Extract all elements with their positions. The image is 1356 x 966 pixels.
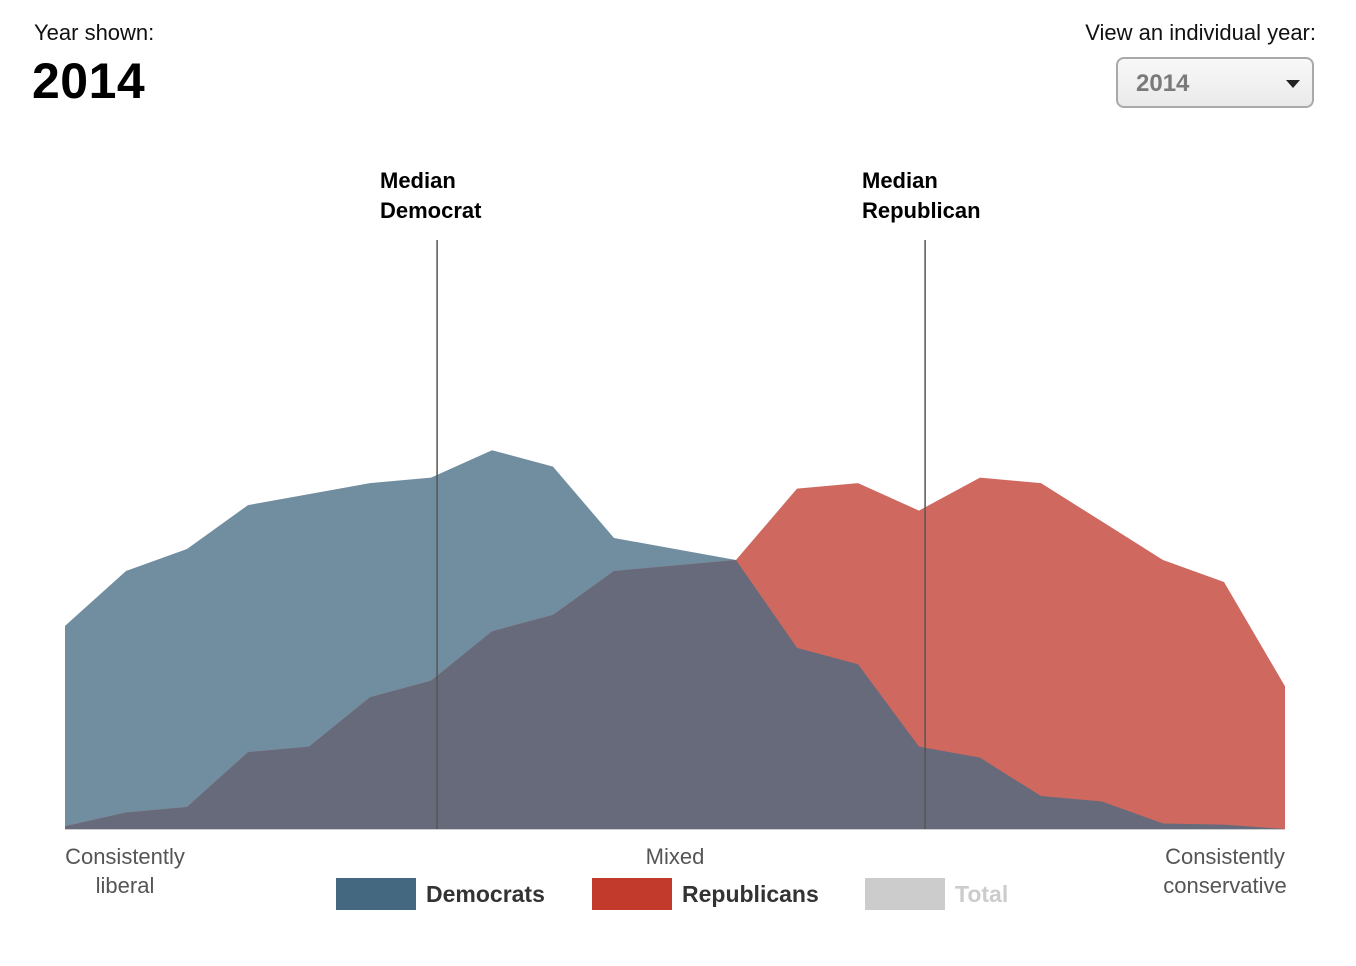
axis-label-mixed: Mixed (645, 844, 705, 869)
median-democrat-label: Median Democrat (380, 166, 481, 226)
legend-republicans-label: Republicans (682, 881, 819, 907)
axis-label-liberal-line1: Consistently (65, 844, 185, 869)
overlap-area (65, 559, 1285, 829)
caret-down-icon (1286, 80, 1300, 88)
legend-total-label: Total (955, 881, 1009, 907)
median-republican-label: Median Republican (862, 166, 981, 226)
year-select-value: 2014 (1136, 70, 1190, 97)
legend-democrats-swatch (336, 878, 416, 910)
axis-label-conservative-line1: Consistently (1165, 844, 1285, 869)
axis-label-conservative-line2: conservative (1163, 873, 1287, 898)
legend-total-swatch (865, 878, 945, 910)
view-year-label: View an individual year: (1085, 20, 1316, 45)
median-republican-label-line1: Median (862, 168, 938, 193)
axis-label-liberal: Consistently liberal (45, 842, 205, 900)
legend-democrats-label: Democrats (426, 881, 545, 907)
median-democrat-label-line1: Median (380, 168, 456, 193)
axis-label-conservative: Consistently conservative (1140, 842, 1310, 900)
median-republican-label-line2: Republican (862, 198, 981, 223)
year-shown-value: 2014 (32, 53, 146, 109)
median-democrat-label-line2: Democrat (380, 198, 482, 223)
legend-republicans-swatch (592, 878, 672, 910)
year-shown-label: Year shown: (34, 20, 155, 45)
year-select-dropdown[interactable]: 2014 (1116, 57, 1314, 108)
axis-label-liberal-line2: liberal (95, 873, 155, 898)
